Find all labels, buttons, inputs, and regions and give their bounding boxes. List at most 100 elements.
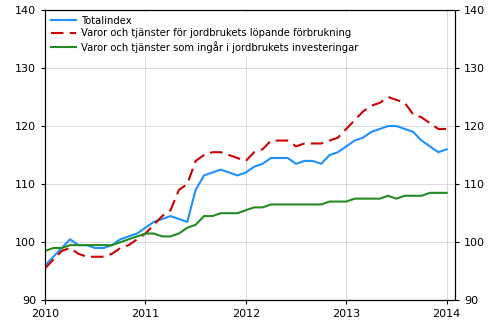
Varor och tjänster som ingår i jordbrukets investeringar [427,191,433,195]
Varor och tjänster för jordbrukets löpande förbrukning [50,258,56,262]
Varor och tjänster för jordbrukets löpande förbrukning [226,153,232,157]
Varor och tjänster för jordbrukets löpande förbrukning [318,142,324,146]
Varor och tjänster för jordbrukets löpande förbrukning [251,150,257,154]
Totalindex [184,220,190,224]
Totalindex [210,171,216,175]
Varor och tjänster för jordbrukets löpande förbrukning [184,182,190,186]
Varor och tjänster för jordbrukets löpande förbrukning [142,232,148,236]
Totalindex [376,127,382,131]
Varor och tjänster för jordbrukets löpande förbrukning [352,118,358,122]
Varor och tjänster som ingår i jordbrukets investeringar [210,214,216,218]
Varor och tjänster som ingår i jordbrukets investeringar [151,232,157,236]
Totalindex [84,243,90,247]
Varor och tjänster som ingår i jordbrukets investeringar [126,237,132,241]
Totalindex [226,171,232,175]
Line: Varor och tjänster som ingår i jordbrukets investeringar: Varor och tjänster som ingår i jordbruke… [45,193,446,251]
Varor och tjänster för jordbrukets löpande förbrukning [192,159,198,163]
Totalindex [126,234,132,238]
Totalindex [58,246,64,250]
Varor och tjänster för jordbrukets löpande förbrukning [201,153,207,157]
Varor och tjänster för jordbrukets löpande förbrukning [360,110,366,114]
Varor och tjänster för jordbrukets löpande förbrukning [343,127,349,131]
Totalindex [42,263,48,267]
Varor och tjänster som ingår i jordbrukets investeringar [176,232,182,236]
Varor och tjänster för jordbrukets löpande förbrukning [92,255,98,259]
Totalindex [385,124,391,128]
Varor och tjänster för jordbrukets löpande förbrukning [310,142,316,146]
Legend: Totalindex, Varor och tjänster för jordbrukets löpande förbrukning, Varor och tj: Totalindex, Varor och tjänster för jordb… [48,13,362,56]
Line: Totalindex: Totalindex [45,126,446,265]
Varor och tjänster för jordbrukets löpande förbrukning [218,150,224,154]
Varor och tjänster som ingår i jordbrukets investeringar [444,191,450,195]
Totalindex [394,124,400,128]
Totalindex [343,145,349,148]
Totalindex [243,171,249,175]
Varor och tjänster för jordbrukets löpande förbrukning [276,139,282,143]
Totalindex [427,145,433,148]
Varor och tjänster för jordbrukets löpande förbrukning [210,150,216,154]
Totalindex [151,220,157,224]
Varor och tjänster som ingår i jordbrukets investeringar [109,243,115,247]
Totalindex [293,162,299,166]
Varor och tjänster för jordbrukets löpande förbrukning [234,156,240,160]
Totalindex [50,255,56,259]
Varor och tjänster som ingår i jordbrukets investeringar [360,197,366,201]
Varor och tjänster som ingår i jordbrukets investeringar [335,200,341,204]
Totalindex [302,159,308,163]
Varor och tjänster som ingår i jordbrukets investeringar [268,203,274,207]
Varor och tjänster för jordbrukets löpande förbrukning [385,95,391,99]
Totalindex [109,243,115,247]
Varor och tjänster som ingår i jordbrukets investeringar [293,203,299,207]
Totalindex [410,130,416,134]
Varor och tjänster för jordbrukets löpande förbrukning [176,188,182,192]
Varor och tjänster för jordbrukets löpande förbrukning [335,136,341,140]
Totalindex [100,246,106,250]
Varor och tjänster som ingår i jordbrukets investeringar [436,191,442,195]
Varor och tjänster för jordbrukets löpande förbrukning [302,142,308,146]
Totalindex [159,217,165,221]
Varor och tjänster för jordbrukets löpande förbrukning [394,98,400,102]
Totalindex [268,156,274,160]
Varor och tjänster som ingår i jordbrukets investeringar [118,240,124,244]
Varor och tjänster för jordbrukets löpande förbrukning [168,208,173,212]
Varor och tjänster som ingår i jordbrukets investeringar [218,211,224,215]
Totalindex [326,153,332,157]
Varor och tjänster för jordbrukets löpande förbrukning [260,147,266,151]
Varor och tjänster som ingår i jordbrukets investeringar [184,226,190,230]
Varor och tjänster som ingår i jordbrukets investeringar [326,200,332,204]
Varor och tjänster som ingår i jordbrukets investeringar [42,249,48,253]
Totalindex [118,237,124,241]
Totalindex [260,162,266,166]
Varor och tjänster som ingår i jordbrukets investeringar [385,194,391,198]
Varor och tjänster för jordbrukets löpande förbrukning [100,255,106,259]
Varor och tjänster som ingår i jordbrukets investeringar [142,232,148,236]
Varor och tjänster för jordbrukets löpande förbrukning [444,127,450,131]
Totalindex [218,168,224,172]
Varor och tjänster för jordbrukets löpande förbrukning [42,266,48,270]
Totalindex [168,214,173,218]
Varor och tjänster för jordbrukets löpande förbrukning [134,237,140,241]
Varor och tjänster för jordbrukets löpande förbrukning [418,115,424,119]
Varor och tjänster för jordbrukets löpande förbrukning [126,243,132,247]
Varor och tjänster för jordbrukets löpande förbrukning [368,104,374,108]
Totalindex [67,237,73,241]
Varor och tjänster som ingår i jordbrukets investeringar [260,205,266,209]
Totalindex [436,150,442,154]
Totalindex [234,174,240,178]
Varor och tjänster som ingår i jordbrukets investeringar [76,243,82,247]
Totalindex [360,136,366,140]
Varor och tjänster som ingår i jordbrukets investeringar [226,211,232,215]
Varor och tjänster som ingår i jordbrukets investeringar [134,234,140,238]
Totalindex [192,188,198,192]
Totalindex [335,150,341,154]
Varor och tjänster för jordbrukets löpande förbrukning [243,159,249,163]
Varor och tjänster som ingår i jordbrukets investeringar [100,243,106,247]
Varor och tjänster som ingår i jordbrukets investeringar [352,197,358,201]
Varor och tjänster som ingår i jordbrukets investeringar [394,197,400,201]
Varor och tjänster för jordbrukets löpande förbrukning [293,145,299,148]
Varor och tjänster för jordbrukets löpande förbrukning [427,121,433,125]
Varor och tjänster som ingår i jordbrukets investeringar [402,194,408,198]
Varor och tjänster för jordbrukets löpande förbrukning [118,246,124,250]
Varor och tjänster som ingår i jordbrukets investeringar [201,214,207,218]
Varor och tjänster som ingår i jordbrukets investeringar [251,205,257,209]
